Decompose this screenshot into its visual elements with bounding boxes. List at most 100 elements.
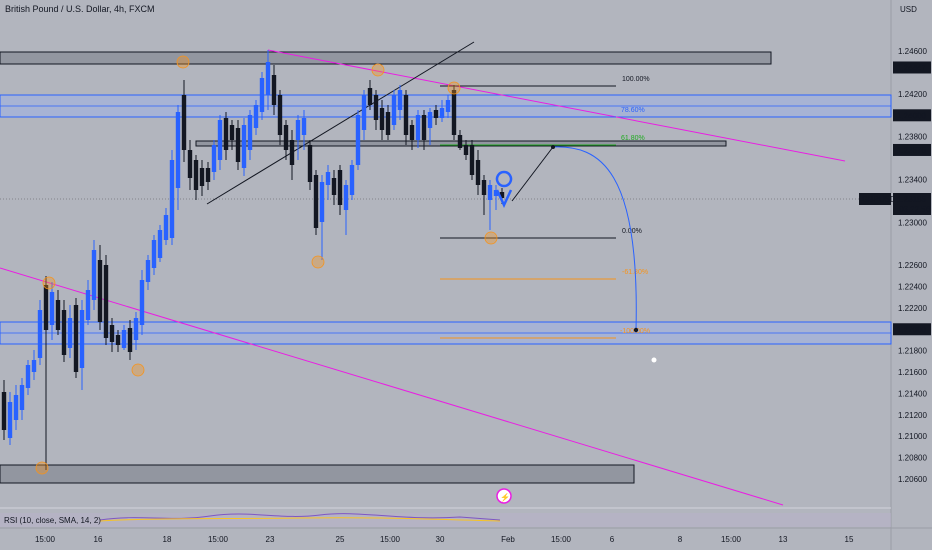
candle-body [193, 160, 199, 190]
time-axis-tick: 25 [336, 535, 345, 544]
candle-body [409, 125, 415, 140]
candle-body [415, 115, 421, 140]
candle-body [331, 178, 337, 195]
candle-body [313, 175, 319, 228]
price-axis-tick: 1.22400 [898, 282, 927, 291]
candle-body [55, 300, 61, 330]
candle-body [499, 192, 505, 198]
candle-body [61, 310, 67, 355]
price-label-badge [893, 61, 931, 74]
time-axis-tick: 16 [94, 535, 103, 544]
candle-body [127, 328, 133, 352]
candle-body [103, 265, 109, 338]
candle-body [241, 125, 247, 168]
current-price-value: 1.23185 [897, 195, 926, 204]
candle-body [97, 260, 103, 322]
price-axis-tick: 1.24600 [898, 47, 927, 56]
price-axis-tick: 1.23000 [898, 218, 927, 227]
rsi-line [99, 513, 501, 521]
candle-body [109, 325, 115, 342]
candle-body [301, 118, 307, 135]
candle-body [283, 125, 289, 150]
bar-countdown: 03:22:56 [899, 205, 931, 214]
candle-body [361, 95, 367, 130]
time-axis-tick: 15:00 [380, 535, 401, 544]
price-axis-tick: 1.21400 [898, 389, 927, 398]
candle-body [391, 95, 397, 125]
fib-level-label: 78.60% [621, 107, 645, 114]
candle-body [223, 118, 229, 150]
candle-body [289, 140, 295, 165]
candle-body [379, 108, 385, 130]
time-axis-tick: 15:00 [35, 535, 56, 544]
time-axis-tick: 30 [436, 535, 445, 544]
trendline-black [206, 41, 475, 205]
price-axis-tick: 1.21600 [898, 368, 927, 377]
price-label-value: 1.24000 [897, 111, 926, 120]
candle-body [451, 90, 457, 135]
candle-body [187, 150, 193, 178]
candle-body [475, 160, 481, 185]
candle-body [247, 115, 253, 150]
candle-body [1, 392, 7, 430]
candle-body [229, 125, 235, 140]
candle-body [445, 100, 451, 112]
current-price-badge [893, 193, 931, 215]
candle-body [265, 62, 271, 95]
time-axis-tick: 15:00 [721, 535, 742, 544]
candle-body [337, 170, 343, 205]
price-axis-tick: 1.20800 [898, 454, 927, 463]
ticker-label: GBPUSD [862, 195, 896, 204]
projection-curve [552, 146, 637, 331]
candle-body [397, 90, 403, 110]
candle-body [37, 310, 43, 358]
rsi-sma-line [99, 517, 501, 522]
candle-body [157, 230, 163, 258]
projection-line [511, 146, 554, 202]
location-pin-icon [495, 170, 513, 208]
fib-level-label: 0.00% [622, 228, 642, 235]
candle-body [235, 128, 241, 162]
symbol-title[interactable]: British Pound / U.S. Dollar, 4h, FXCM [5, 4, 155, 14]
time-axis-tick: 8 [678, 535, 683, 544]
price-axis-tick: 1.22200 [898, 304, 927, 313]
price-axis-tick: 1.23400 [898, 175, 927, 184]
price-axis-tick: 1.21000 [898, 432, 927, 441]
support-zone-bottom [0, 464, 635, 484]
candle-body [205, 168, 211, 182]
trendline-upper [267, 49, 846, 162]
swing-point-marker [484, 231, 498, 245]
candle-body [469, 145, 475, 175]
candle-body [199, 168, 205, 186]
candle-body [169, 160, 175, 238]
candle-body [145, 260, 151, 282]
price-axis-background [891, 0, 932, 550]
candle-body [73, 305, 79, 372]
price-label-badge [893, 323, 931, 336]
price-label-value: 1.24447 [897, 63, 926, 72]
candle-body [121, 330, 127, 348]
candle-body [85, 290, 91, 320]
swing-point-marker [447, 81, 461, 95]
candle-body [307, 145, 313, 182]
lightning-glyph: ⚡ [500, 492, 510, 502]
candle-body [325, 172, 331, 185]
candle-body [49, 292, 55, 325]
candle-body [421, 115, 427, 140]
time-axis-tick: 23 [266, 535, 275, 544]
swing-point-marker [311, 255, 325, 269]
time-axis-tick: 13 [779, 535, 788, 544]
time-axis-tick: 18 [163, 535, 172, 544]
candle-body [373, 95, 379, 120]
candle-body [7, 402, 13, 438]
swing-point-marker [131, 363, 145, 377]
lightning-event-icon [496, 488, 512, 504]
fib-level-label: 61.80% [621, 135, 645, 142]
rsi-indicator-label[interactable]: RSI (10, close, SMA, 14, 2) [4, 516, 101, 525]
candle-body [31, 360, 37, 372]
candle-body [457, 135, 463, 148]
candle-body [175, 112, 181, 188]
price-label-badge [893, 143, 931, 156]
